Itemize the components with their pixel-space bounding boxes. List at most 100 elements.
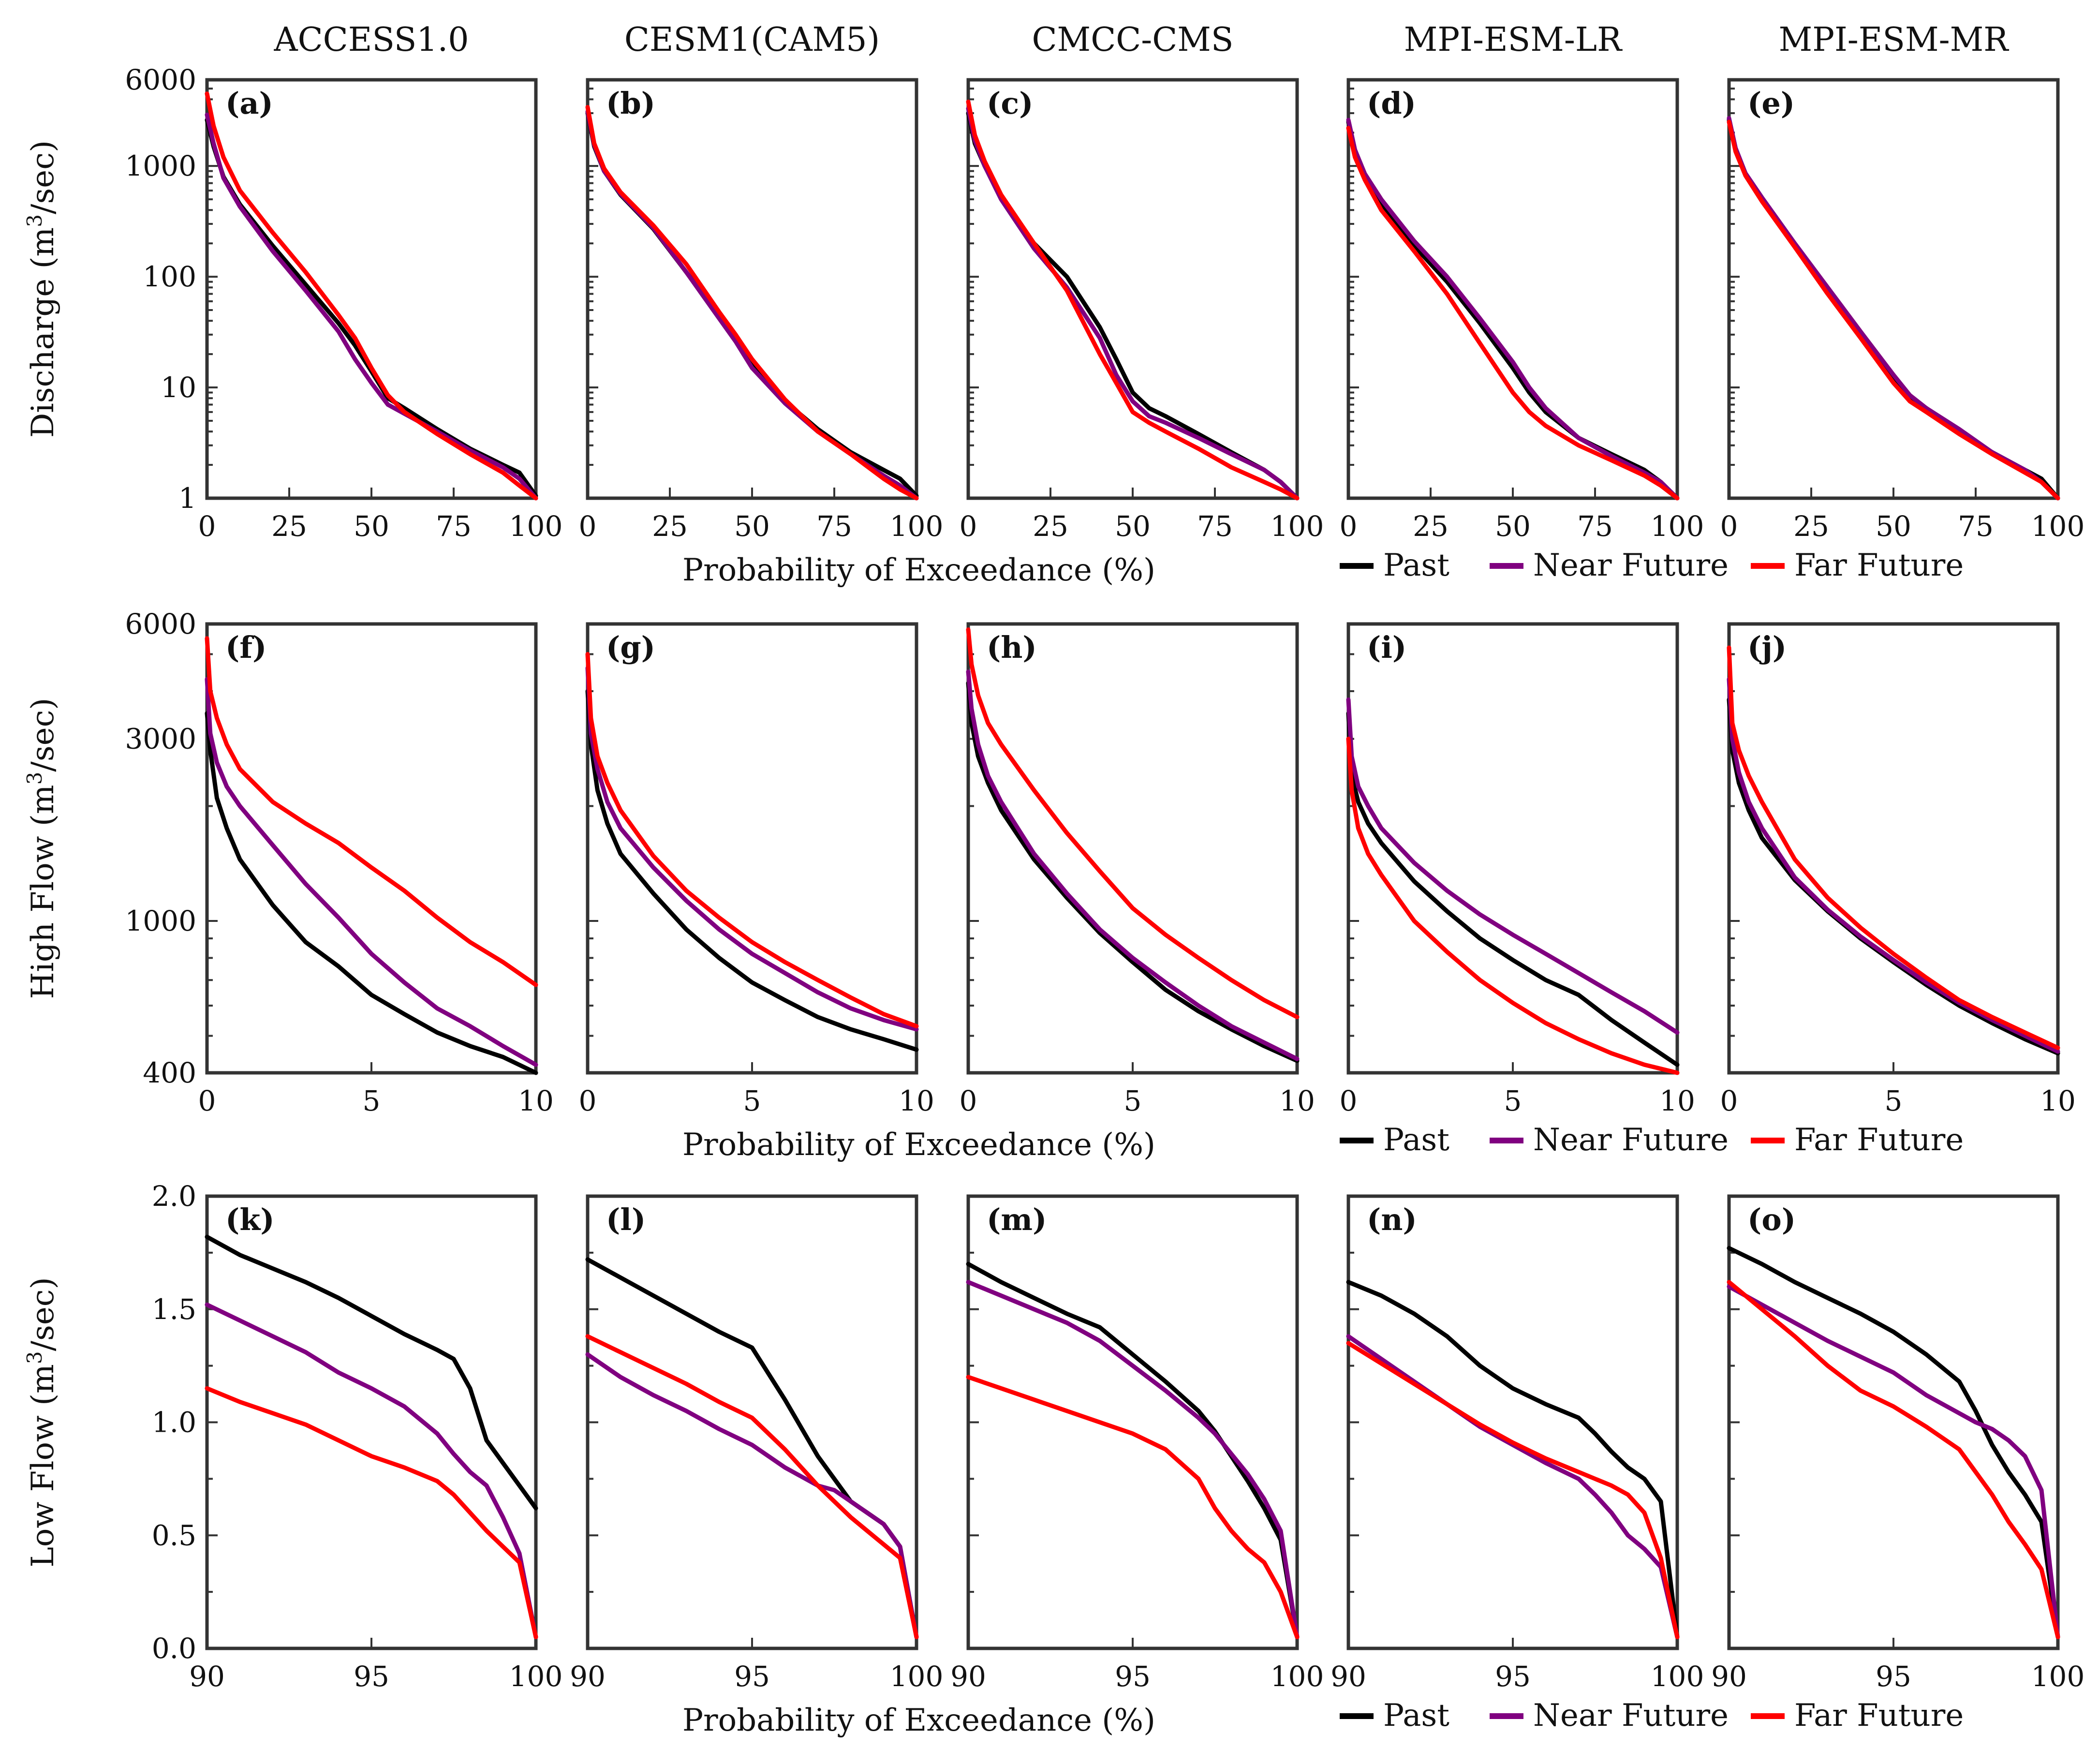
y-axis-label-high-flow: High Flow (m3/sec) (23, 698, 61, 999)
x-tick-label: 95 (354, 1660, 389, 1693)
panel-label: (o) (1747, 1202, 1796, 1237)
series-line-past (205, 1234, 538, 1511)
series-line-near-future (1346, 1334, 1680, 1640)
plot-frame (966, 1194, 1299, 1650)
x-tick-label: 10 (899, 1084, 934, 1117)
legend-label-far-future: Far Future (1794, 1698, 1964, 1734)
panel-label: (j) (1747, 630, 1787, 665)
x-tick-label: 50 (1876, 510, 1911, 543)
model-titles: ACCESS1.0 CESM1(CAM5) CMCC-CMS MPI-ESM-LR MP… (274, 21, 2010, 59)
x-tick-label: 100 (509, 510, 563, 543)
x-tick-label: 5 (1124, 1084, 1142, 1117)
x-tick-label: 75 (436, 510, 472, 543)
x-tick-label: 90 (950, 1660, 986, 1693)
legend-label-past: Past (1383, 548, 1449, 583)
x-tick-label: 95 (1495, 1660, 1531, 1693)
x-tick-label: 25 (1793, 510, 1829, 543)
series-line-far-future (966, 627, 1300, 1020)
series-line-past (1346, 711, 1680, 1067)
y-tick-label: 6000 (125, 608, 196, 640)
y-tick-label: 1.5 (152, 1293, 196, 1326)
series-line-near-future (1727, 677, 2060, 1054)
x-tick-label: 5 (1504, 1084, 1522, 1117)
model-title-mpi-esm-lr: MPI-ESM-LR (1404, 21, 1623, 59)
model-title-mpi-esm-mr: MPI-ESM-MR (1779, 21, 2010, 59)
panel-label: (d) (1367, 86, 1416, 121)
panel-i: 0 5 10 (i) (1340, 622, 1695, 1117)
plot-frame (1727, 622, 2060, 1075)
x-tick-label: 100 (1271, 1660, 1324, 1693)
model-title-access1-0: ACCESS1.0 (274, 21, 469, 59)
series-line-near-future (966, 106, 1300, 501)
plot-frame (966, 622, 1299, 1075)
series-line-near-future (1346, 697, 1680, 1035)
x-tick-label: 75 (1577, 510, 1613, 543)
series-line-past (966, 681, 1300, 1063)
x-tick-label: 0 (1340, 1084, 1358, 1117)
legend: Past Near Future Far Future (1340, 548, 1964, 583)
plot-frame (966, 78, 1299, 500)
series-line-far-future (205, 636, 538, 987)
legend-label-near-future: Near Future (1533, 1122, 1729, 1158)
x-tick-label: 10 (2040, 1084, 2076, 1117)
plot-frame (1346, 78, 1679, 500)
series-line-past (1346, 119, 1680, 501)
panel-a: 0 25 50 75 100 (a) (198, 78, 563, 543)
series-line-far-future (585, 1334, 919, 1640)
y-tick-label: 2.0 (152, 1180, 196, 1213)
row-low-flow: Low Flow (m3/sec) 0.0 0.5 1.0 1.5 2.0 90 95 100 (… (23, 1180, 2084, 1738)
series-line-far-future (1346, 126, 1680, 501)
x-tick-label: 0 (1720, 1084, 1738, 1117)
x-tick-label: 0 (1340, 510, 1358, 543)
panel-label: (l) (606, 1202, 646, 1237)
x-tick-label: 50 (1495, 510, 1531, 543)
y-tick-label: 10 (161, 371, 196, 404)
x-tick-label: 10 (1659, 1084, 1695, 1117)
series-line-near-future (205, 1302, 538, 1640)
y-tick-label: 0.0 (152, 1632, 196, 1665)
series-line-far-future (585, 105, 919, 501)
panel-c: 0 25 50 75 100 (c) (960, 78, 1324, 543)
plot-frame (1727, 1194, 2060, 1650)
series-line-far-future (585, 652, 919, 1029)
legend-label-far-future: Far Future (1794, 548, 1964, 583)
legend-label-far-future: Far Future (1794, 1122, 1964, 1158)
x-tick-label: 75 (1197, 510, 1233, 543)
plot-frame (205, 622, 538, 1075)
series-line-near-future (1727, 116, 2060, 501)
legend-label-past: Past (1383, 1698, 1449, 1734)
series-line-near-future (585, 1352, 919, 1640)
y-tick-label: 1.0 (152, 1406, 196, 1439)
y-tick-label: 0.5 (152, 1519, 196, 1552)
series-line-far-future (1727, 1280, 2060, 1640)
series-line-past (1727, 1246, 2060, 1640)
plot-frame (205, 78, 538, 500)
panel-e: 0 25 50 75 100 (e) (1720, 78, 2084, 543)
x-tick-label: 75 (816, 510, 852, 543)
panel-h: 0 5 10 (h) (960, 622, 1315, 1117)
x-tick-label: 90 (1330, 1660, 1366, 1693)
x-tick-label: 90 (570, 1660, 606, 1693)
panel-label: (i) (1367, 630, 1406, 665)
panel-d: 0 25 50 75 100 (d) (1340, 78, 1704, 543)
series-line-near-future (1727, 1284, 2060, 1640)
series-line-far-future (1346, 1341, 1680, 1640)
x-tick-label: 25 (1413, 510, 1449, 543)
y-tick-label: 1000 (125, 904, 196, 937)
series-line-past (966, 1261, 1300, 1640)
x-tick-label: 100 (509, 1660, 563, 1693)
plot-frame (586, 78, 918, 500)
series-line-far-future (1346, 737, 1680, 1075)
x-tick-label: 25 (1033, 510, 1068, 543)
x-tick-label: 5 (363, 1084, 381, 1117)
x-tick-label: 0 (1720, 510, 1738, 543)
y-tick-label: 100 (143, 260, 196, 293)
panel-label: (k) (225, 1202, 275, 1237)
x-tick-label: 75 (1958, 510, 1994, 543)
x-tick-label: 5 (1885, 1084, 1903, 1117)
x-tick-label: 100 (1651, 510, 1704, 543)
panel-l: 90 95 100 (l) (570, 1194, 943, 1693)
series-line-past (585, 1257, 919, 1640)
